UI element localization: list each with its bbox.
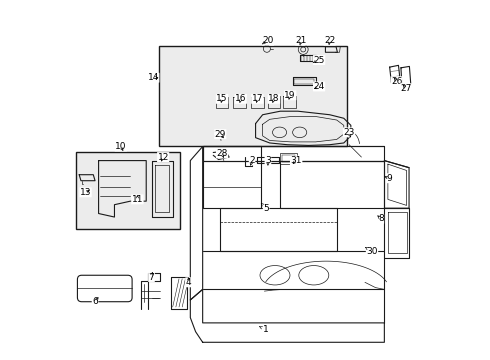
Text: 6: 6 <box>92 297 98 306</box>
Text: 23: 23 <box>343 128 355 137</box>
Text: 2: 2 <box>249 156 255 165</box>
Text: 20: 20 <box>262 36 273 45</box>
Text: 9: 9 <box>387 174 392 183</box>
Text: 13: 13 <box>80 188 91 197</box>
Text: 24: 24 <box>314 82 325 91</box>
Text: 17: 17 <box>251 94 263 103</box>
Text: 18: 18 <box>268 94 280 103</box>
Bar <box>282 154 295 162</box>
Text: 27: 27 <box>400 84 412 93</box>
Text: 28: 28 <box>217 149 228 158</box>
Text: 8: 8 <box>378 214 384 223</box>
Text: 1: 1 <box>263 325 269 334</box>
Text: 31: 31 <box>291 156 302 165</box>
Text: 5: 5 <box>263 204 269 213</box>
Text: 14: 14 <box>147 73 159 82</box>
Bar <box>280 153 297 164</box>
Text: 7: 7 <box>148 273 154 282</box>
Text: 30: 30 <box>366 247 378 256</box>
Bar <box>294 79 314 84</box>
Bar <box>159 46 347 147</box>
Text: 26: 26 <box>391 77 402 86</box>
Text: 21: 21 <box>296 36 307 45</box>
Text: 15: 15 <box>216 94 228 103</box>
Text: 4: 4 <box>186 278 192 287</box>
Text: 29: 29 <box>215 130 226 139</box>
Text: 22: 22 <box>324 36 335 45</box>
Bar <box>75 152 180 229</box>
Text: 12: 12 <box>157 153 169 162</box>
Text: 16: 16 <box>235 94 246 103</box>
Text: 25: 25 <box>314 55 325 64</box>
Text: 10: 10 <box>115 142 126 151</box>
Text: 11: 11 <box>132 195 143 204</box>
Text: 19: 19 <box>284 91 296 100</box>
Text: 3: 3 <box>265 156 271 165</box>
